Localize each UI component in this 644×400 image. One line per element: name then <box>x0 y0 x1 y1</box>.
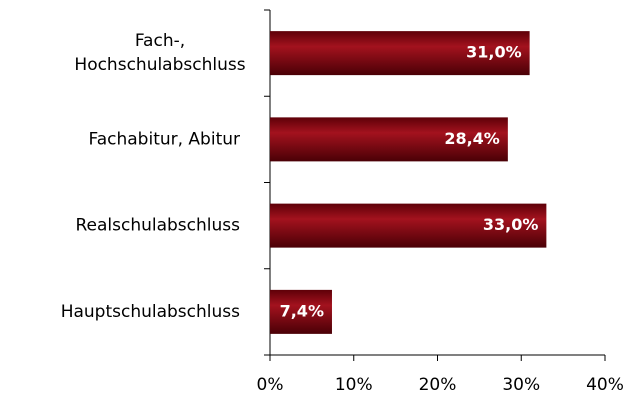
y-tick-label: Fach-, Hochschulabschluss <box>74 31 245 75</box>
bar <box>270 31 530 76</box>
y-tick-label-line: Hochschulabschluss <box>74 55 245 75</box>
x-tick-label: 20% <box>419 375 457 395</box>
x-tick-label: 10% <box>335 375 373 395</box>
x-tick-label: 30% <box>502 375 540 395</box>
value-label: 31,0% <box>466 43 522 62</box>
bar <box>270 203 547 248</box>
value-label: 28,4% <box>444 129 500 148</box>
y-tick-label: Hauptschulabschluss <box>61 302 240 322</box>
y-tick-label: Realschulabschluss <box>75 216 240 236</box>
x-tick-label: 0% <box>257 375 284 395</box>
bar <box>270 289 332 334</box>
x-tick-label: 40% <box>586 375 624 395</box>
y-tick-label-line: Fach-, <box>135 31 185 51</box>
value-label: 33,0% <box>483 215 539 234</box>
value-label: 7,4% <box>280 301 324 320</box>
y-tick-label: Fachabitur, Abitur <box>89 129 241 149</box>
bar <box>270 117 508 162</box>
